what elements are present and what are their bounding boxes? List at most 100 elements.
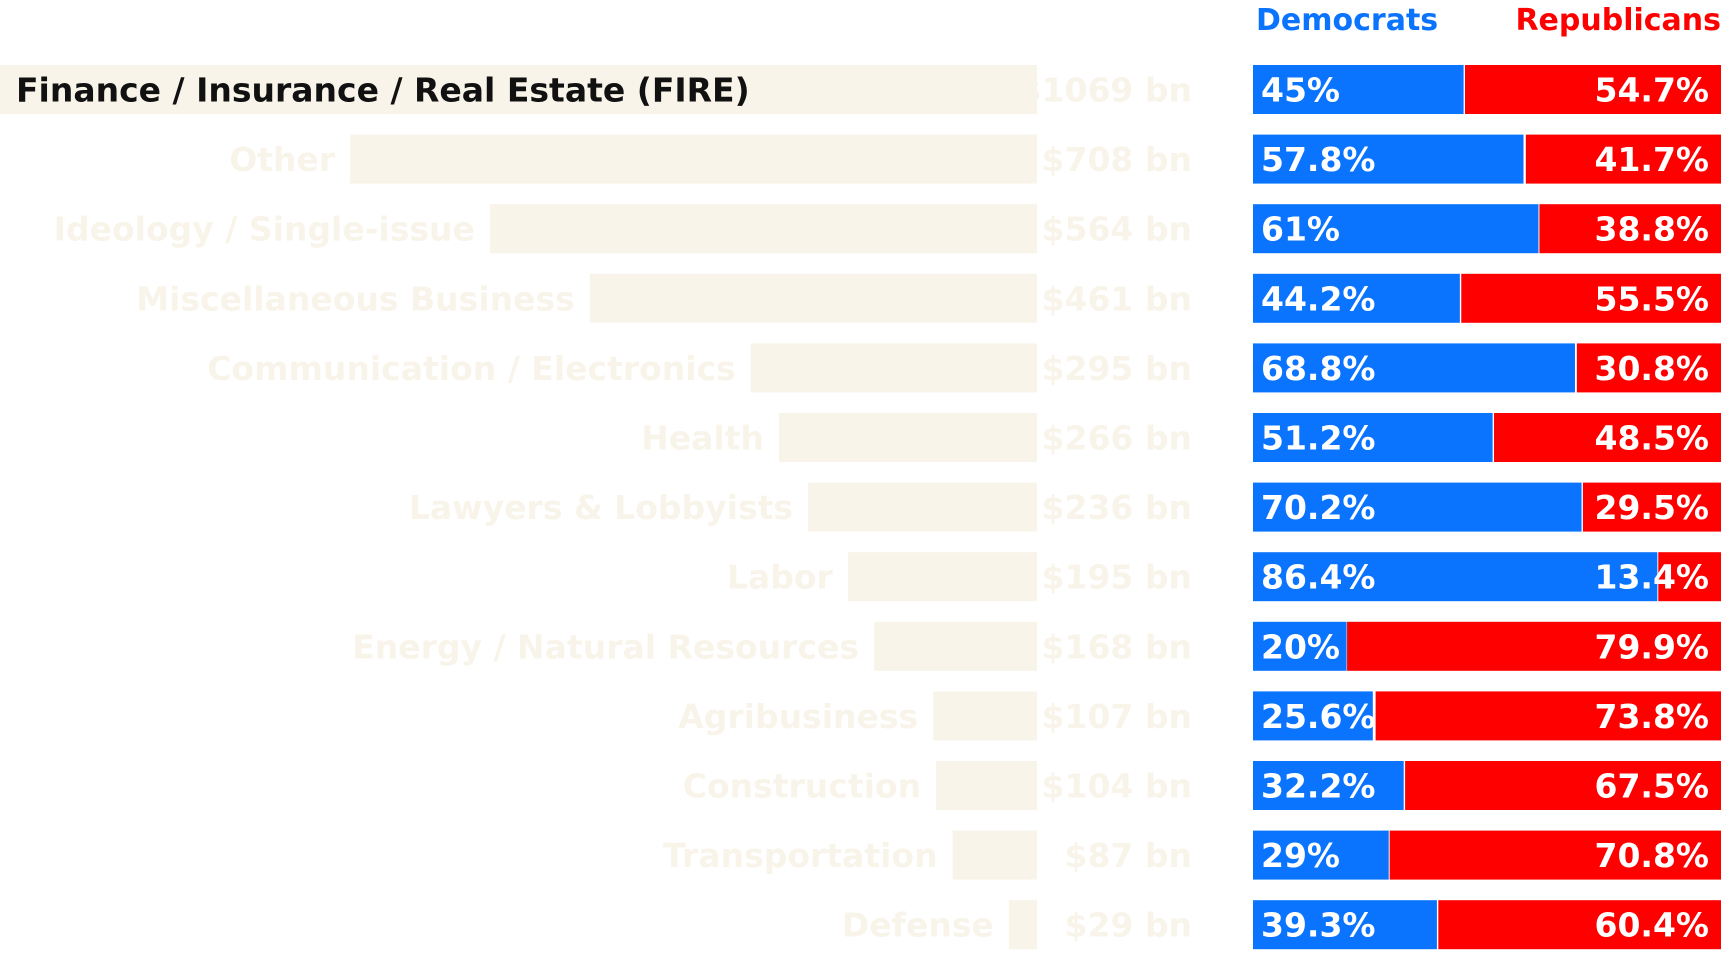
democrats-bar	[1253, 65, 1464, 114]
total-bar	[874, 621, 1037, 671]
total-bar	[933, 691, 1037, 741]
total-value-label: $708 bn	[1042, 140, 1192, 179]
category-label: Labor	[727, 558, 834, 597]
row[interactable]: Finance / Insurance / Real Estate (FIRE)…	[0, 65, 1721, 114]
row[interactable]: Lawyers & Lobbyists $236 bn 70.2% 29.5%	[409, 482, 1721, 532]
category-label: Miscellaneous Business	[136, 279, 575, 318]
republicans-pct-label: 48.5%	[1595, 419, 1710, 458]
republicans-bar	[1525, 134, 1721, 184]
category-label: Transportation	[663, 836, 937, 875]
category-label: Agribusiness	[678, 697, 918, 736]
total-value-label: $87 bn	[1065, 836, 1193, 875]
total-bar	[489, 204, 1037, 254]
total-bar	[808, 482, 1037, 532]
democrats-bar	[1253, 900, 1437, 950]
total-value-label: $195 bn	[1042, 558, 1192, 597]
republicans-pct-label: 67.5%	[1595, 767, 1710, 806]
republicans-pct-label: 13.4%	[1595, 558, 1710, 597]
democrats-bar	[1253, 691, 1373, 741]
republicans-bar	[1539, 204, 1721, 254]
democrats-pct-label: 70.2%	[1261, 488, 1376, 527]
total-bar	[936, 761, 1037, 810]
republicans-pct-label: 41.7%	[1595, 140, 1710, 179]
total-value-label: $461 bn	[1042, 279, 1192, 318]
democrats-pct-label: 29%	[1261, 836, 1340, 875]
democrats-bar	[1253, 343, 1575, 393]
category-label: Ideology / Single-issue	[54, 210, 475, 249]
republicans-bar	[1582, 482, 1721, 532]
total-value-label: $107 bn	[1042, 697, 1192, 736]
democrats-bar	[1253, 273, 1460, 323]
republicans-bar	[1658, 552, 1721, 602]
democrats-pct-label: 20%	[1261, 627, 1340, 666]
democrats-pct-label: 61%	[1261, 210, 1340, 249]
democrats-bar	[1253, 204, 1539, 254]
legend-republicans: Republicans	[1515, 3, 1721, 38]
republicans-pct-label: 38.8%	[1595, 210, 1710, 249]
row[interactable]: Other $708 bn 57.8% 41.7%	[229, 134, 1721, 184]
row[interactable]: Construction $104 bn 32.2% 67.5%	[683, 761, 1721, 810]
total-value-label: $295 bn	[1042, 349, 1192, 388]
category-label: Defense	[842, 906, 994, 945]
row[interactable]: Labor $195 bn 86.4% 13.4%	[727, 552, 1721, 602]
republicans-bar	[1389, 830, 1721, 880]
democrats-pct-label: 25.6%	[1261, 697, 1376, 736]
legend-democrats: Democrats	[1256, 3, 1438, 38]
total-bar	[847, 552, 1037, 602]
democrats-pct-label: 68.8%	[1261, 349, 1376, 388]
republicans-pct-label: 30.8%	[1595, 349, 1710, 388]
democrats-bar	[1253, 134, 1524, 184]
democrats-pct-label: 51.2%	[1261, 419, 1376, 458]
republicans-bar	[1461, 273, 1721, 323]
row[interactable]: Ideology / Single-issue $564 bn 61% 38.8%	[54, 204, 1721, 254]
republicans-pct-label: 54.7%	[1595, 71, 1710, 110]
row[interactable]: Defense $29 bn 39.3% 60.4%	[842, 900, 1721, 950]
category-label: Finance / Insurance / Real Estate (FIRE)	[16, 71, 750, 110]
total-value-label: $104 bn	[1042, 767, 1192, 806]
total-bar	[750, 343, 1037, 393]
row[interactable]: Transportation $87 bn 29% 70.8%	[663, 830, 1721, 880]
republicans-bar	[1494, 413, 1721, 462]
total-bar	[952, 830, 1037, 880]
republicans-pct-label: 79.9%	[1595, 627, 1710, 666]
category-label: Other	[229, 140, 336, 179]
row[interactable]: Energy / Natural Resources $168 bn 20% 79.9…	[352, 621, 1721, 671]
democrats-bar	[1253, 552, 1658, 602]
democrats-bar	[1253, 621, 1347, 671]
category-label: Lawyers & Lobbyists	[409, 488, 793, 527]
total-value-label: $564 bn	[1042, 210, 1192, 249]
total-value-label: $266 bn	[1042, 419, 1192, 458]
row[interactable]: Communication / Electronics $295 bn 68.8% 3…	[207, 343, 1721, 393]
row[interactable]: Miscellaneous Business $461 bn 44.2% 55.5%	[136, 273, 1721, 323]
democrats-bar	[1253, 413, 1493, 462]
republicans-bar	[1465, 65, 1721, 114]
republicans-bar	[1576, 343, 1721, 393]
row[interactable]: Agribusiness $107 bn 25.6% 73.8%	[678, 691, 1721, 741]
republicans-pct-label: 29.5%	[1595, 488, 1710, 527]
chart-rows: Finance / Insurance / Real Estate (FIRE)…	[0, 65, 1721, 950]
democrats-pct-label: 57.8%	[1261, 140, 1376, 179]
democrats-pct-label: 39.3%	[1261, 906, 1376, 945]
republicans-pct-label: 70.8%	[1595, 836, 1710, 875]
republicans-bar	[1347, 621, 1721, 671]
democrats-bar	[1253, 830, 1389, 880]
total-bar	[0, 65, 1037, 114]
total-value-label: $168 bn	[1042, 627, 1192, 666]
total-value-label: $29 bn	[1065, 906, 1193, 945]
republicans-bar	[1375, 691, 1721, 741]
democrats-pct-label: 45%	[1261, 71, 1340, 110]
total-bar	[350, 134, 1038, 184]
democrats-bar	[1253, 761, 1404, 810]
democrats-pct-label: 86.4%	[1261, 558, 1376, 597]
total-value-label: $1069 bn	[1019, 71, 1192, 110]
democrats-pct-label: 32.2%	[1261, 767, 1376, 806]
republicans-bar	[1405, 761, 1721, 810]
category-label: Health	[641, 419, 764, 458]
category-label: Energy / Natural Resources	[352, 627, 859, 666]
democrats-bar	[1253, 482, 1582, 532]
row[interactable]: Health $266 bn 51.2% 48.5%	[641, 413, 1721, 462]
category-label: Communication / Electronics	[207, 349, 736, 388]
republicans-pct-label: 73.8%	[1595, 697, 1710, 736]
democrats-pct-label: 44.2%	[1261, 279, 1376, 318]
